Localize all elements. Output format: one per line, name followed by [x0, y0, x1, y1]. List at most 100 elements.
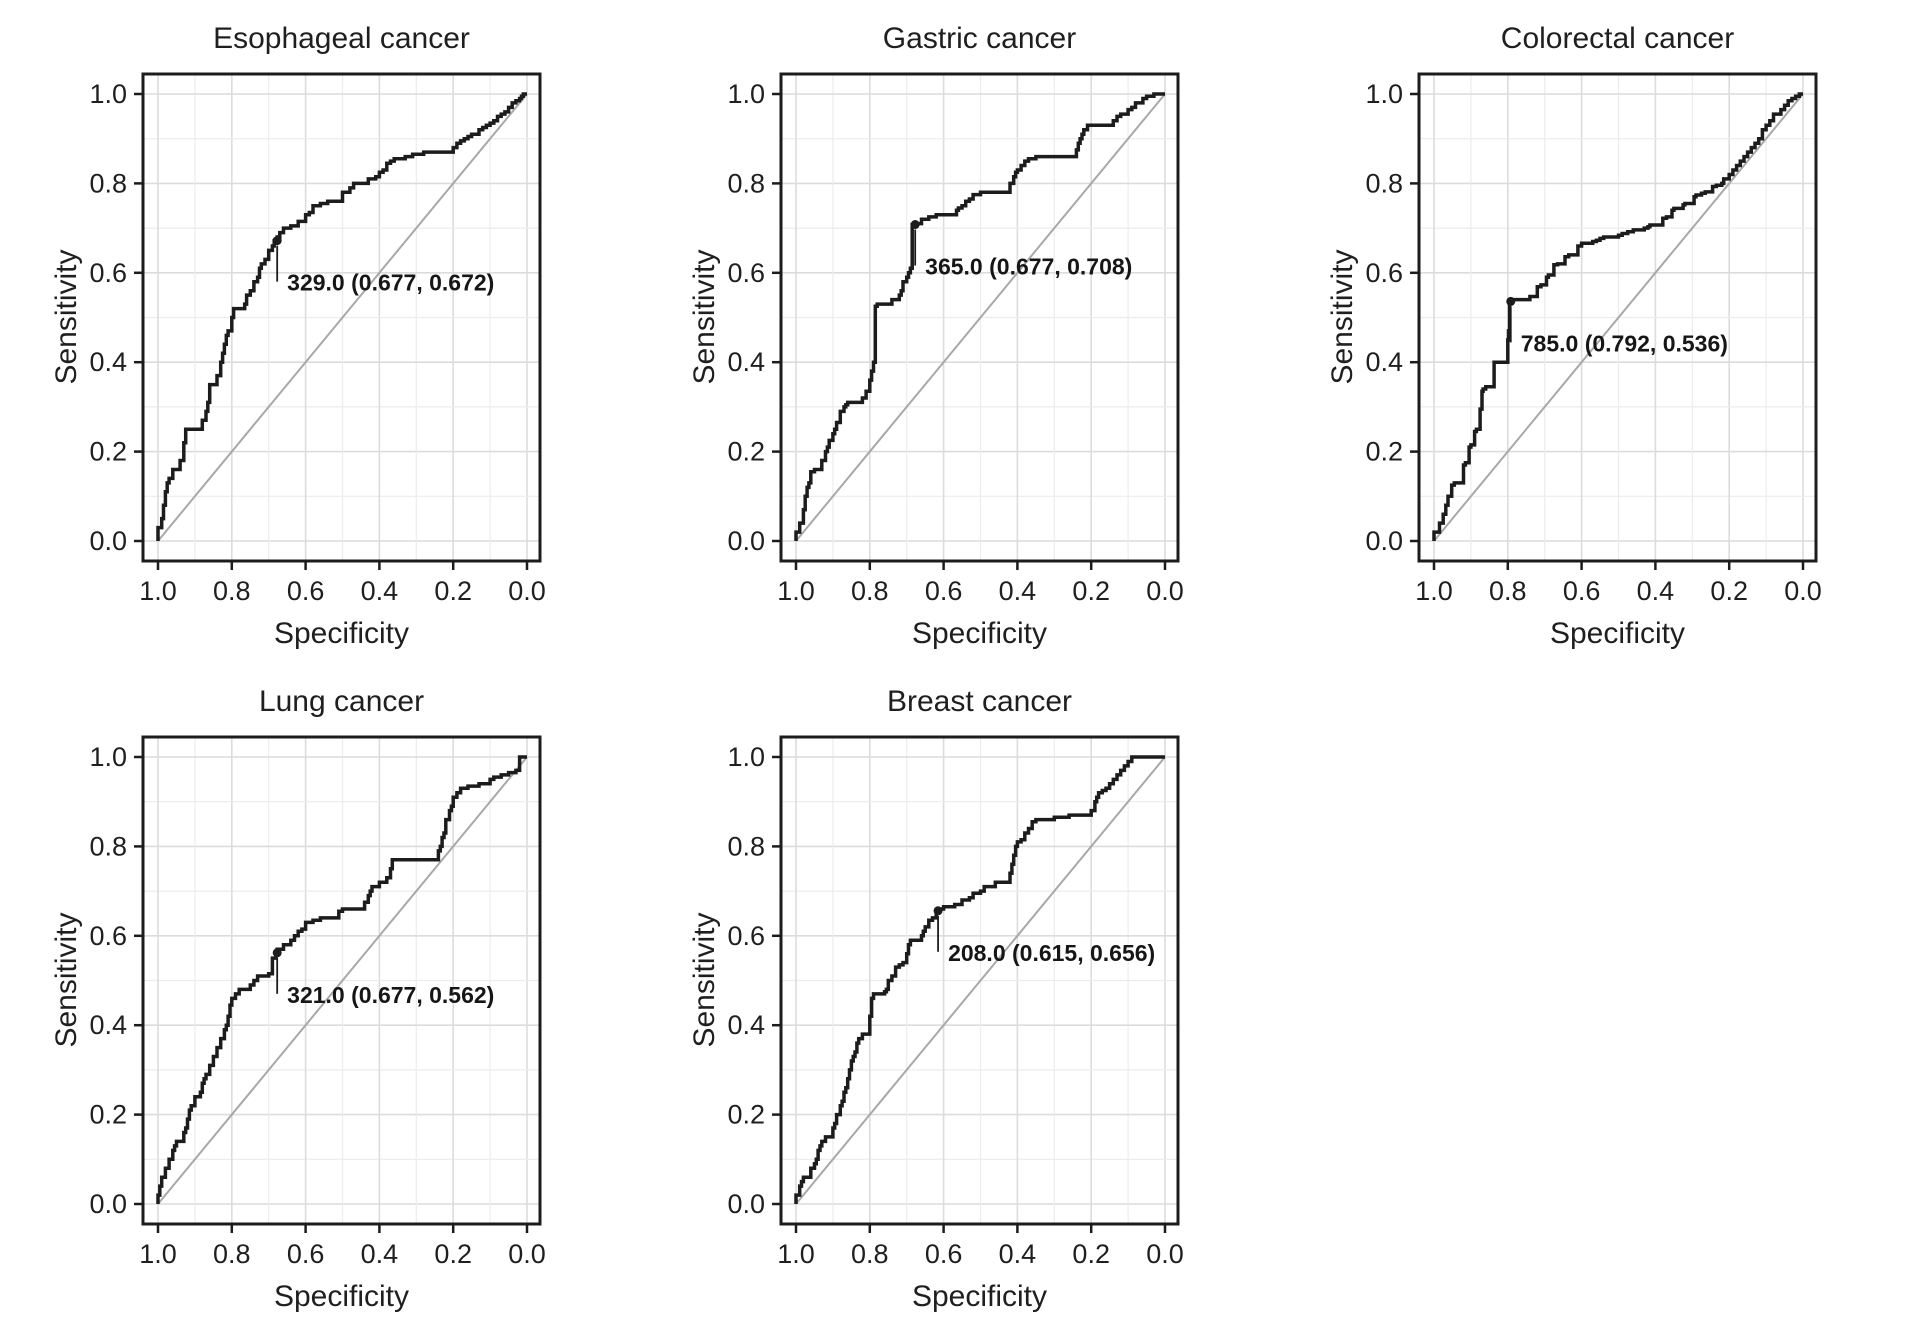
x-axis-label: Specificity	[273, 1280, 410, 1313]
x-tick-label: 1.0	[777, 576, 815, 606]
y-tick-label: 0.0	[727, 1189, 765, 1219]
x-tick-label: 0.0	[508, 1239, 546, 1269]
threshold-point	[933, 906, 943, 916]
x-tick-label: 0.4	[361, 576, 399, 606]
y-axis-ticks: 0.0 0.2 0.4 0.6 0.8 1.0	[1365, 79, 1419, 556]
x-tick-label: 0.2	[1072, 576, 1110, 606]
x-tick-label: 0.6	[925, 1239, 963, 1269]
panel-title: Breast cancer	[886, 685, 1073, 718]
x-tick-label: 0.0	[1146, 1239, 1184, 1269]
plot-box	[141, 72, 542, 563]
threshold-annotation: 321.0 (0.677, 0.562)	[272, 948, 494, 1008]
panel-title: Lung cancer	[258, 685, 425, 718]
diagonal-reference-line	[795, 756, 1166, 1205]
y-tick-label: 0.2	[89, 437, 127, 467]
x-axis-ticks: 1.0 0.8 0.6 0.4 0.2 0.0	[1415, 561, 1822, 606]
y-tick-label: 0.0	[89, 526, 127, 556]
y-tick-label: 0.6	[727, 258, 765, 288]
y-tick-label: 0.8	[1365, 168, 1403, 198]
x-axis-label: Specificity	[911, 1280, 1048, 1313]
y-tick-label: 0.6	[89, 258, 127, 288]
x-tick-label: 0.8	[1489, 576, 1527, 606]
y-axis-ticks: 0.0 0.2 0.4 0.6 0.8 1.0	[727, 742, 781, 1219]
x-axis-ticks: 1.0 0.8 0.6 0.4 0.2 0.0	[777, 1224, 1184, 1269]
roc-curve	[156, 755, 527, 1204]
diagonal-reference-line	[1433, 93, 1804, 542]
roc-curve	[794, 755, 1165, 1204]
threshold-label: 208.0 (0.615, 0.656)	[948, 940, 1155, 966]
threshold-annotation: 329.0 (0.677, 0.672)	[272, 236, 494, 296]
y-tick-label: 0.2	[1365, 437, 1403, 467]
threshold-label: 321.0 (0.677, 0.562)	[287, 982, 494, 1008]
roc-plot: 1.0 0.8 0.6 0.4 0.2 0.0 0.0 0.2 0.4 0.6 0.8 1.0 329.…	[89, 72, 546, 606]
roc-curve	[794, 92, 1165, 541]
threshold-label: 365.0 (0.677, 0.708)	[925, 254, 1132, 280]
roc-curve	[1432, 92, 1803, 541]
x-tick-label: 0.6	[287, 1239, 325, 1269]
x-tick-label: 0.2	[1710, 576, 1748, 606]
x-tick-label: 0.4	[361, 1239, 399, 1269]
x-tick-label: 0.2	[434, 1239, 472, 1269]
y-tick-label: 1.0	[89, 79, 127, 109]
x-tick-label: 0.0	[508, 576, 546, 606]
y-tick-label: 1.0	[727, 742, 765, 772]
y-tick-label: 0.0	[727, 526, 765, 556]
x-tick-label: 0.6	[287, 576, 325, 606]
y-tick-label: 0.0	[1365, 526, 1403, 556]
roc-panel-lung: Lung cancer Sensitivity 1.0 0.8 0.6 0.4 0.2 0…	[40, 679, 677, 1342]
threshold-annotation: 208.0 (0.615, 0.656)	[933, 906, 1155, 966]
y-tick-label: 0.6	[89, 921, 127, 951]
roc-panel-breast: Breast cancer Sensitivity 1.0 0.8 0.6 0.4 0.…	[678, 679, 1315, 1342]
x-tick-label: 1.0	[1415, 576, 1453, 606]
y-tick-label: 0.4	[1365, 347, 1403, 377]
x-tick-label: 0.6	[1563, 576, 1601, 606]
y-tick-label: 0.8	[89, 168, 127, 198]
x-tick-label: 0.8	[851, 576, 889, 606]
x-tick-label: 1.0	[777, 1239, 815, 1269]
x-axis-label: Specificity	[911, 617, 1048, 650]
panel-title: Esophageal cancer	[213, 22, 470, 55]
y-tick-label: 1.0	[727, 79, 765, 109]
y-tick-label: 0.0	[89, 1189, 127, 1219]
diagonal-reference-line	[157, 93, 528, 542]
grid-lines	[781, 737, 1178, 1224]
y-tick-label: 1.0	[1365, 79, 1403, 109]
x-tick-label: 0.4	[999, 1239, 1037, 1269]
y-tick-label: 0.2	[727, 437, 765, 467]
roc-panel-colorectal: Colorectal cancer Sensitivity 1.0 0.8 0.6 0…	[1316, 16, 1913, 679]
y-tick-label: 0.2	[727, 1100, 765, 1130]
y-tick-label: 0.4	[89, 1010, 127, 1040]
roc-plot: 1.0 0.8 0.6 0.4 0.2 0.0 0.0 0.2 0.4 0.6 0.8 1.0 785.…	[1365, 72, 1822, 606]
plot-box	[141, 735, 542, 1226]
x-tick-label: 0.8	[213, 576, 251, 606]
y-tick-label: 0.4	[89, 347, 127, 377]
threshold-point	[272, 948, 282, 958]
x-tick-label: 0.2	[434, 576, 472, 606]
roc-curve	[156, 92, 527, 541]
x-tick-label: 0.0	[1784, 576, 1822, 606]
y-tick-label: 0.6	[1365, 258, 1403, 288]
x-tick-label: 0.0	[1146, 576, 1184, 606]
plot-box	[779, 72, 1180, 563]
y-tick-label: 0.8	[727, 831, 765, 861]
threshold-point	[1506, 296, 1516, 306]
y-axis-ticks: 0.0 0.2 0.4 0.6 0.8 1.0	[89, 742, 143, 1219]
x-tick-label: 0.6	[925, 576, 963, 606]
x-tick-label: 1.0	[139, 1239, 177, 1269]
y-tick-label: 0.4	[727, 347, 765, 377]
roc-panel-esophageal: Esophageal cancer Sensitivity 1.0 0.8 0.6 0…	[40, 16, 677, 679]
x-tick-label: 0.8	[213, 1239, 251, 1269]
x-axis-ticks: 1.0 0.8 0.6 0.4 0.2 0.0	[139, 1224, 546, 1269]
roc-plot: 1.0 0.8 0.6 0.4 0.2 0.0 0.0 0.2 0.4 0.6 0.8 1.0 321.…	[89, 735, 546, 1269]
threshold-point	[272, 236, 282, 246]
y-tick-label: 0.2	[89, 1100, 127, 1130]
roc-plot: 1.0 0.8 0.6 0.4 0.2 0.0 0.0 0.2 0.4 0.6 0.8 1.0 208.…	[727, 735, 1184, 1269]
threshold-point	[910, 220, 920, 230]
x-tick-label: 0.4	[999, 576, 1037, 606]
plot-box	[1417, 72, 1818, 563]
threshold-annotation: 785.0 (0.792, 0.536)	[1506, 296, 1728, 356]
x-tick-label: 0.4	[1637, 576, 1675, 606]
grid-lines	[1419, 74, 1816, 561]
diagonal-reference-line	[157, 756, 528, 1205]
